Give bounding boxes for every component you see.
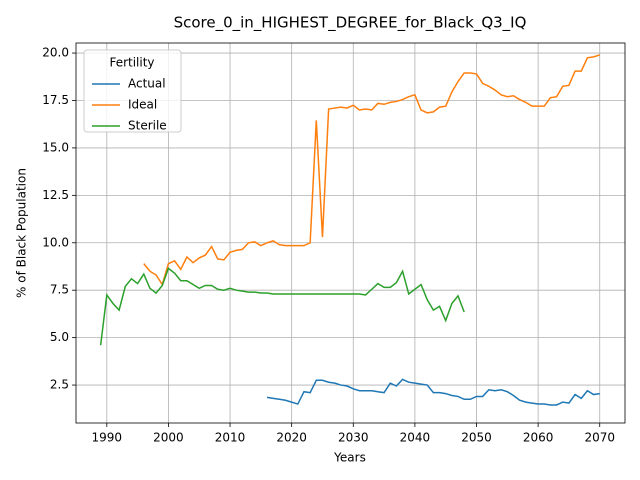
y-tick-label: 12.5 — [42, 188, 69, 202]
x-tick-label: 2040 — [400, 431, 431, 445]
legend-box — [83, 49, 182, 133]
y-tick-label: 5.0 — [50, 330, 69, 344]
y-tick-label: 10.0 — [42, 235, 69, 249]
legend-label: Ideal — [128, 98, 157, 112]
x-tick-label: 2010 — [215, 431, 246, 445]
x-tick-label: 2050 — [461, 431, 492, 445]
x-tick-label: 1990 — [92, 431, 123, 445]
data-line — [266, 378, 600, 406]
chart-title: Score_0_in_HIGHEST_DEGREE_for_Black_Q3_I… — [174, 14, 527, 33]
y-axis-label: % of Black Population — [15, 168, 29, 298]
plot-frame — [75, 42, 626, 424]
legend-label: Actual — [128, 77, 166, 91]
x-tick-label: 2070 — [584, 431, 615, 445]
x-axis-label: Years — [333, 451, 366, 465]
legend-label: Sterile — [128, 119, 167, 133]
x-tick-label: 2000 — [153, 431, 184, 445]
data-line — [99, 267, 465, 346]
x-tick-label: 2060 — [523, 431, 554, 445]
y-tick-label: 17.5 — [42, 93, 69, 107]
legend-title: Fertility — [109, 56, 154, 70]
y-tick-label: 7.5 — [50, 283, 69, 297]
y-tick-label: 2.5 — [50, 378, 69, 392]
data-line — [143, 54, 600, 287]
x-tick-label: 2030 — [338, 431, 369, 445]
x-tick-label: 2020 — [276, 431, 307, 445]
y-tick-label: 15.0 — [42, 140, 69, 154]
y-tick-label: 20.0 — [42, 46, 69, 60]
